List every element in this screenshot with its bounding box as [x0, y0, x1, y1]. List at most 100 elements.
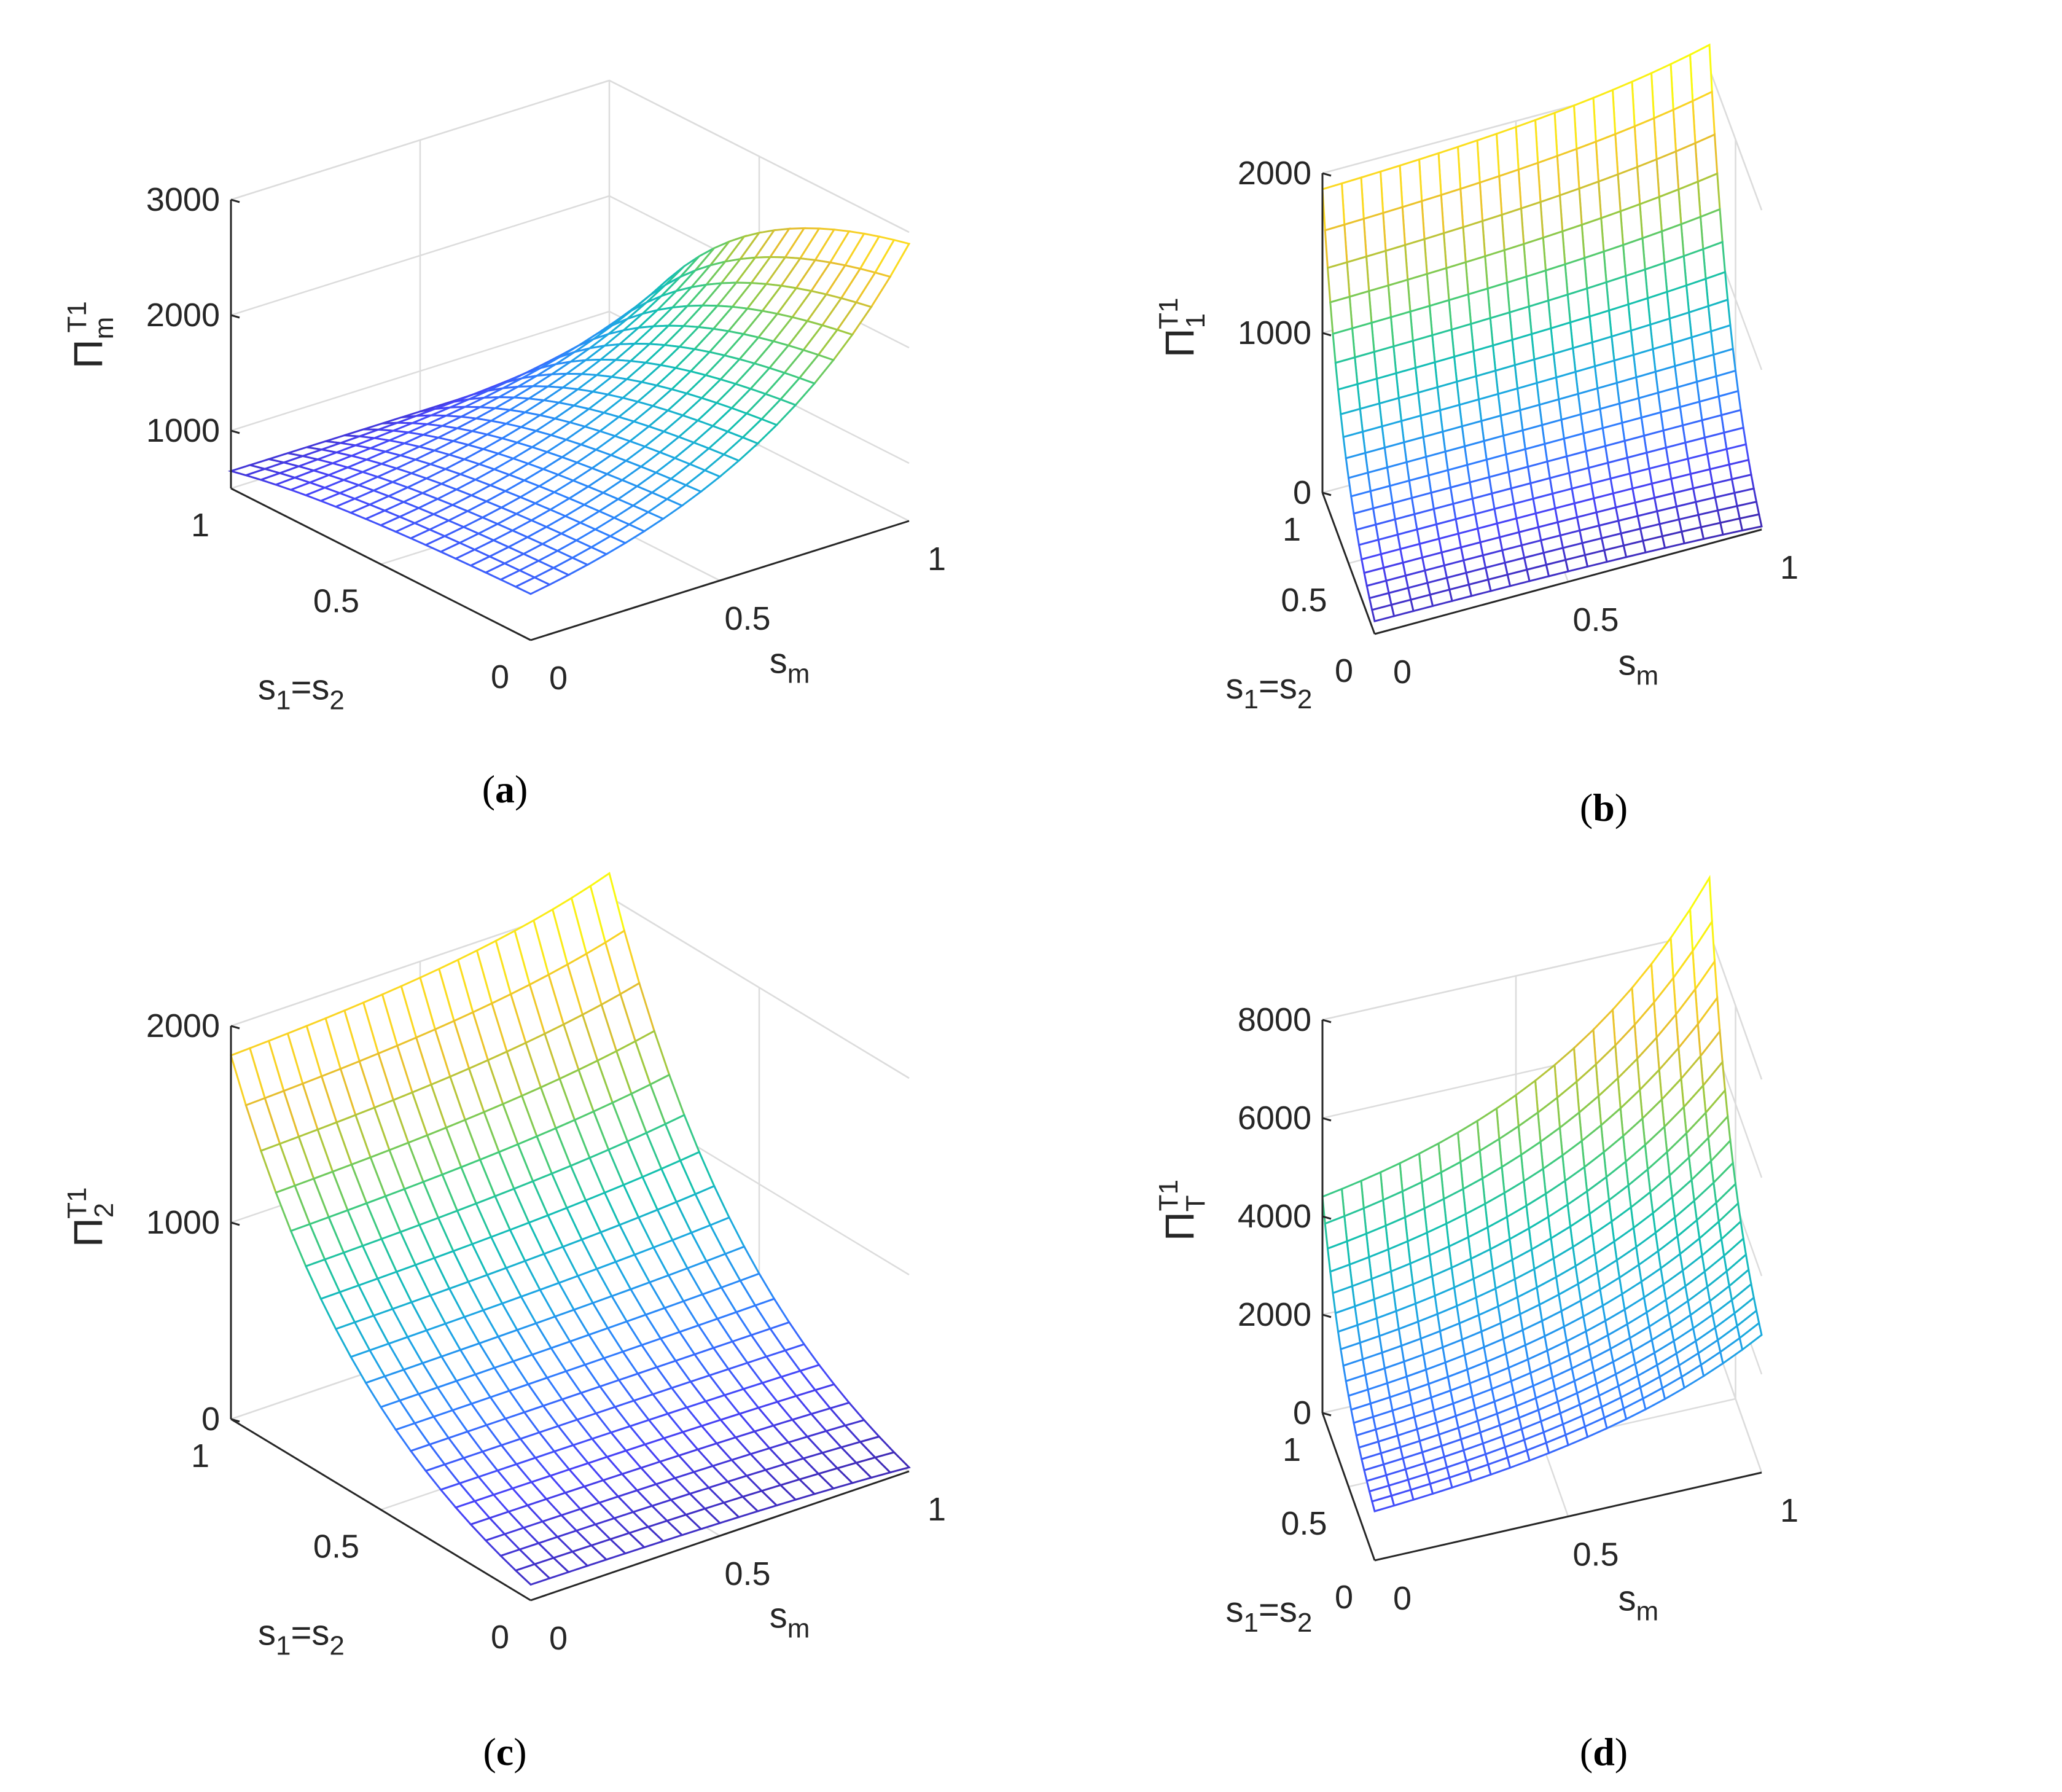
y-axis-line: [230, 487, 531, 641]
surface-cell: [1401, 200, 1426, 246]
x-tick-label: 0.5: [1572, 601, 1619, 638]
surface-cell: [1421, 194, 1445, 241]
x-axis-label: sm: [1619, 643, 1659, 691]
z-tick-label: 8000: [1238, 1001, 1311, 1038]
surface-cell: [1418, 152, 1442, 203]
caption-d: (d): [1579, 1730, 1628, 1774]
caption-c-letter: c: [496, 1730, 514, 1774]
x-tick-label: 1: [928, 1491, 946, 1528]
surface-mesh: [230, 872, 911, 1586]
z-tick-label: 1000: [146, 412, 220, 449]
y-tick-label: 0.5: [1281, 1505, 1327, 1542]
axes-lines: [1321, 1019, 1762, 1562]
surface-cell: [1346, 255, 1370, 298]
x-tick-label: 0: [1393, 1580, 1412, 1617]
x-tick-label: 1: [1780, 549, 1798, 586]
surface-plot-a: 1000 2000 3000 0 0.5 1 0 0.5 1 sm s1=s2 ΠmT1: [62, 79, 946, 716]
surface-cell: [1517, 162, 1542, 210]
y-axis-line: [1321, 1412, 1376, 1561]
caption-b: (b): [1579, 786, 1628, 829]
panel-a: 1000 2000 3000 0 0.5 1 0 0.5 1 sm s1=s2 ΠmT1 (a): [0, 0, 1031, 872]
y-tick-label: 0.5: [313, 583, 359, 620]
axes-lines: [230, 198, 910, 641]
surface-cell: [1360, 170, 1384, 221]
z-tick-label: 4000: [1238, 1198, 1311, 1235]
surface-cell: [1520, 200, 1544, 246]
surface-cell: [1362, 211, 1387, 258]
caption-b-letter: b: [1593, 786, 1615, 829]
surface-cell: [1370, 1494, 1396, 1512]
z-tick-label: 0: [1293, 474, 1311, 511]
panel-b: 0 1000 2000 0 0.5 1 0 0.5 1 sm s1=s2 Π1T1 (b): [1031, 0, 2062, 872]
surface-cell: [1399, 158, 1423, 209]
y-tick-label: 0.5: [1281, 582, 1327, 619]
caption-a-letter: a: [495, 767, 515, 811]
surface-cell: [1498, 168, 1523, 216]
surface-cell: [514, 1563, 552, 1586]
z-tick-label: 2000: [1238, 155, 1311, 192]
surface-cell: [1321, 182, 1346, 232]
surface-cell: [1456, 139, 1481, 190]
surface-cell: [1614, 125, 1639, 176]
surface-cell: [1423, 232, 1448, 275]
x-axis-line: [1374, 1471, 1762, 1562]
y-tick-label: 0: [1335, 652, 1353, 689]
surface-cell: [1481, 213, 1505, 258]
surface-mesh: [227, 227, 911, 595]
x-axis-label: sm: [770, 641, 810, 689]
y-tick-label: 1: [1283, 1431, 1301, 1468]
surface-cell: [1440, 187, 1464, 235]
surface-cell: [1437, 146, 1462, 197]
axes-lines: [1321, 172, 1762, 635]
x-axis-label: sm: [770, 1596, 810, 1644]
y-tick-label: 1: [191, 507, 209, 544]
x-tick-label: 0: [549, 660, 568, 697]
y-axis-label: s1=s2: [258, 668, 345, 716]
z-tick-label: 2000: [146, 297, 220, 334]
surface-mesh: [1321, 43, 1763, 623]
z-axis-label: Π2T1: [62, 1187, 119, 1247]
caption-a: (a): [482, 767, 528, 811]
surface-cell: [1368, 284, 1392, 324]
surface-cell: [1343, 217, 1368, 264]
surface-cell: [1611, 80, 1636, 136]
y-tick-label: 0: [491, 659, 509, 695]
surface-cell: [1404, 238, 1428, 281]
x-tick-label: 0.5: [724, 600, 770, 637]
panel-c: 0 1000 2000 0 0.5 1 0 0.5 1 sm s1=s2 Π2T1 (c): [0, 872, 1031, 1792]
surface-cell: [1340, 176, 1365, 226]
surface-cell: [1537, 154, 1561, 203]
surface-cell: [1501, 207, 1525, 252]
x-tick-label: 1: [928, 541, 946, 577]
z-tick-label: 2000: [146, 1008, 220, 1044]
y-tick-label: 0.5: [313, 1528, 359, 1565]
surface-cell: [1365, 249, 1389, 292]
z-tick-label: 0: [201, 1401, 220, 1438]
surface-cell: [1442, 225, 1467, 270]
z-tick-label: 1000: [1238, 315, 1311, 351]
surface-cell: [1576, 140, 1600, 190]
z-tick-label: 1000: [146, 1204, 220, 1241]
surface-cell: [1462, 219, 1486, 264]
x-axis-line: [530, 1470, 910, 1602]
surface-cell: [1326, 260, 1351, 304]
surface-cell: [1572, 96, 1597, 151]
surface-cell: [1495, 125, 1520, 178]
y-axis-line: [230, 1418, 531, 1602]
surface-cell: [1592, 88, 1617, 143]
z-tick-label: 3000: [146, 181, 220, 218]
surface-cell: [514, 576, 552, 595]
y-axis-label: s1=s2: [258, 1613, 345, 1661]
surface-cell: [1631, 71, 1655, 128]
caption-d-letter: d: [1593, 1730, 1615, 1774]
surface-cell: [1476, 132, 1501, 184]
surface-cell: [1534, 111, 1558, 165]
x-tick-label: 0: [549, 1620, 568, 1657]
surface-cell: [1553, 104, 1578, 158]
surface-cell: [1382, 206, 1407, 252]
surface-cell: [1370, 603, 1396, 623]
surface-mesh: [1321, 875, 1763, 1512]
surface-cell: [1515, 119, 1539, 171]
z-axis-label: ΠTT1: [1154, 1180, 1211, 1241]
